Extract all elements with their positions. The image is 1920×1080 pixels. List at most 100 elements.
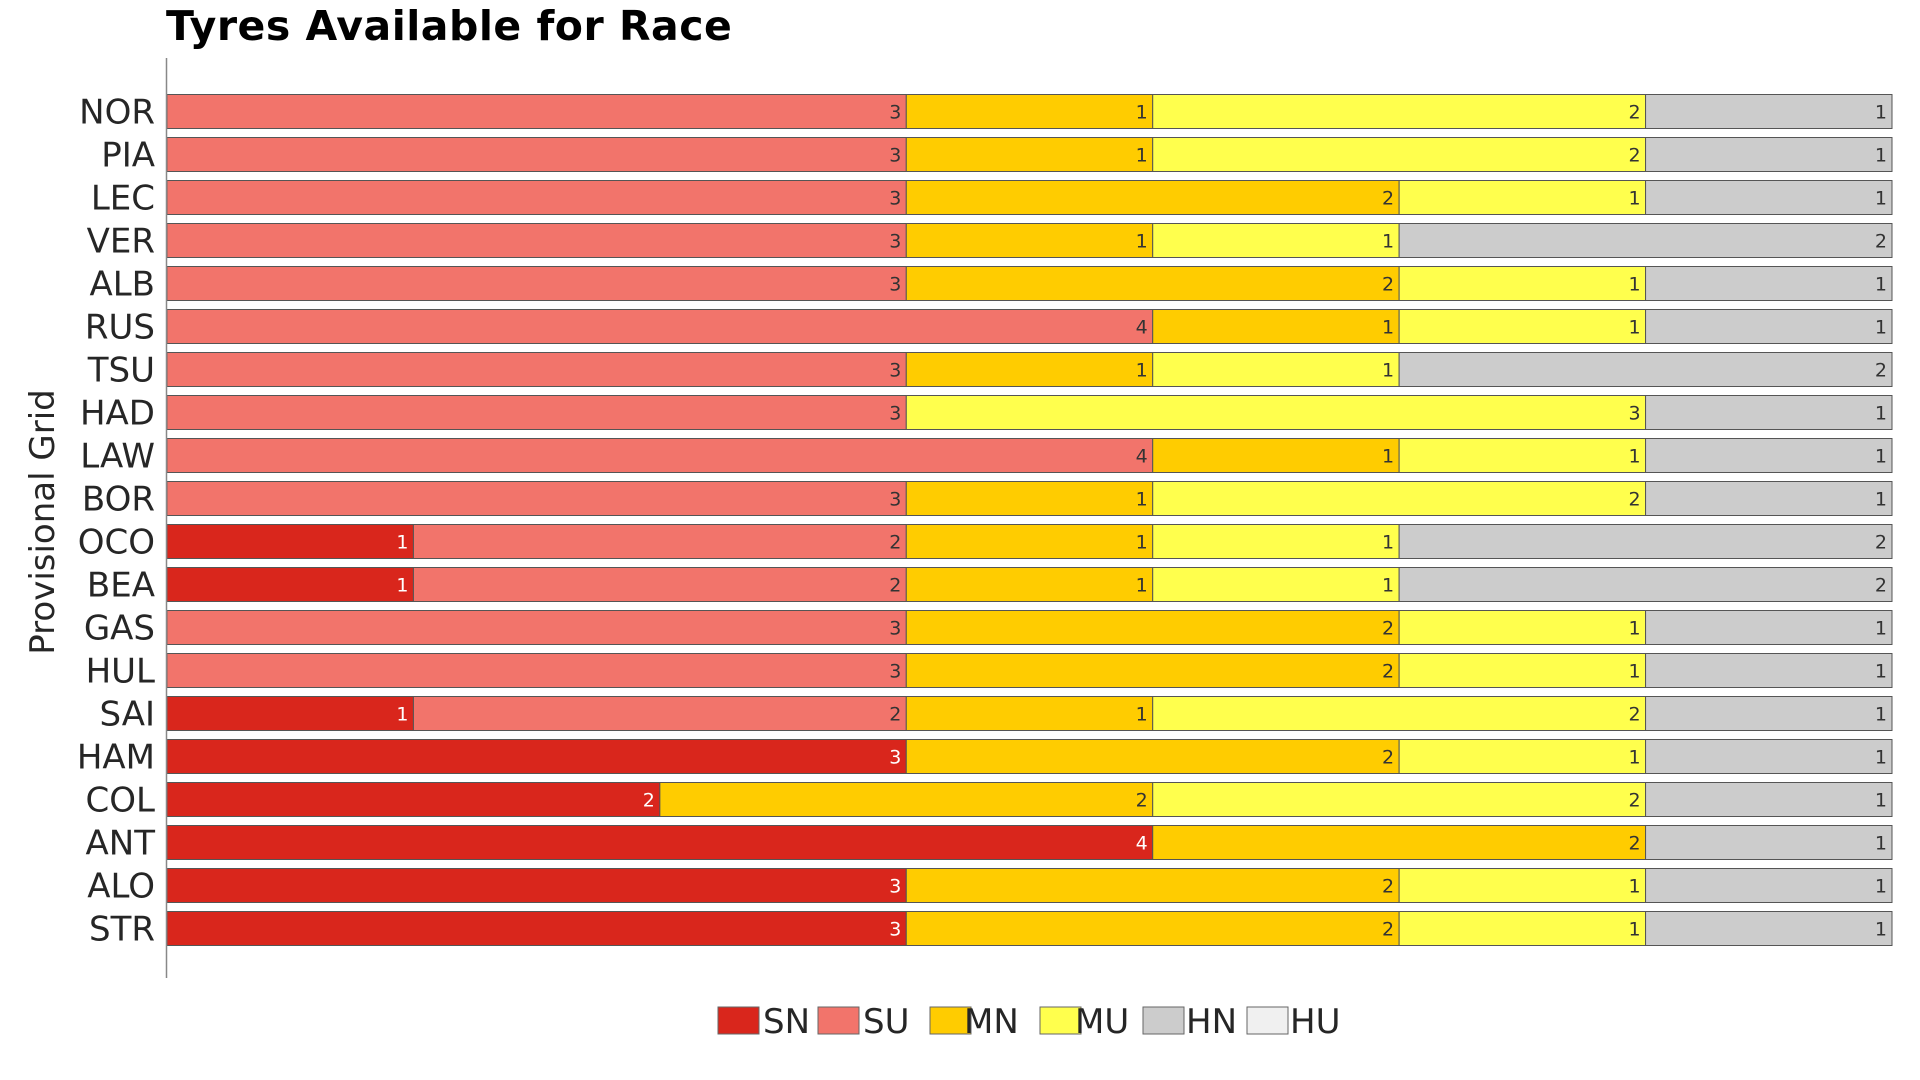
driver-label-ver: VER — [87, 222, 155, 262]
bar-segment-sai-hn — [1645, 696, 1893, 731]
driver-label-hul: HUL — [86, 652, 155, 692]
bar-segment-had-mu — [905, 395, 1647, 430]
segment-value-label: 2 — [643, 790, 655, 812]
driver-label-law: LAW — [80, 437, 155, 477]
segment-value-label: 1 — [1136, 102, 1148, 124]
segment-value-label: 1 — [1136, 532, 1148, 554]
segment-value-label: 3 — [889, 747, 901, 769]
bar-segment-oco-hn — [1398, 524, 1893, 559]
segment-value-label: 2 — [1382, 661, 1394, 683]
bar-segment-ant-sn — [166, 825, 1154, 860]
segment-value-label: 2 — [889, 532, 901, 554]
segment-value-label: 3 — [889, 919, 901, 941]
bar-segment-bea-su — [412, 567, 907, 602]
bar-segment-bea-mn — [905, 567, 1154, 602]
segment-value-label: 1 — [1628, 274, 1640, 296]
bar-segment-gas-mn — [905, 610, 1400, 645]
segment-value-label: 1 — [1136, 704, 1148, 726]
bar-segment-alb-hn — [1645, 266, 1893, 301]
segment-value-label: 1 — [1136, 575, 1148, 597]
segment-value-label: 1 — [396, 575, 408, 597]
legend-label-sn: SN — [763, 1002, 810, 1042]
bar-segment-bea-hn — [1398, 567, 1893, 602]
segment-value-label: 2 — [1382, 188, 1394, 210]
legend: SN SU MN MU HN HU — [717, 1002, 1340, 1042]
segment-value-label: 1 — [1875, 876, 1887, 898]
bar-segment-law-hn — [1645, 438, 1893, 473]
bar-segment-alo-sn — [166, 868, 907, 903]
bar-segment-ant-mn — [1152, 825, 1647, 860]
y-axis-label: Provisional Grid — [23, 389, 63, 654]
bar-segment-had-hn — [1645, 395, 1893, 430]
segment-value-label: 2 — [1382, 618, 1394, 640]
bar-segment-pia-mu — [1152, 137, 1647, 172]
segment-value-label: 1 — [1628, 188, 1640, 210]
legend-swatch-mu — [1039, 1006, 1082, 1035]
bar-segment-had-su — [166, 395, 907, 430]
bar-segment-ant-hn — [1645, 825, 1893, 860]
bar-segment-hul-mn — [905, 653, 1400, 688]
driver-label-str: STR — [89, 910, 155, 950]
segment-value-label: 1 — [396, 704, 408, 726]
bar-segment-sai-sn — [166, 696, 414, 731]
segment-value-label: 2 — [1628, 489, 1640, 511]
driver-label-ham: HAM — [77, 738, 155, 778]
bar-segment-law-mu — [1398, 438, 1647, 473]
bar-segment-bor-mu — [1152, 481, 1647, 516]
bar-segment-ver-su — [166, 223, 907, 258]
driver-label-tsu: TSU — [87, 351, 155, 391]
segment-value-label: 1 — [1875, 403, 1887, 425]
bar-segment-pia-su — [166, 137, 907, 172]
segment-value-label: 2 — [1628, 790, 1640, 812]
segment-value-label: 4 — [1136, 833, 1148, 855]
segment-value-label: 3 — [889, 876, 901, 898]
segment-value-label: 3 — [1628, 403, 1640, 425]
bar-segment-nor-mu — [1152, 94, 1647, 129]
segment-value-label: 1 — [1875, 704, 1887, 726]
segment-value-label: 3 — [889, 231, 901, 253]
segment-value-label: 3 — [889, 102, 901, 124]
segment-value-label: 1 — [1136, 231, 1148, 253]
segment-value-label: 2 — [889, 704, 901, 726]
bar-segment-alo-hn — [1645, 868, 1893, 903]
bar-segment-oco-mu — [1152, 524, 1400, 559]
legend-swatch-sn — [717, 1006, 760, 1035]
bar-segment-ham-mn — [905, 739, 1400, 774]
segment-value-label: 2 — [1382, 747, 1394, 769]
segment-value-label: 1 — [1875, 446, 1887, 468]
segment-value-label: 3 — [889, 403, 901, 425]
segment-value-label: 1 — [1875, 919, 1887, 941]
bar-segment-bor-su — [166, 481, 907, 516]
bar-segment-nor-mn — [905, 94, 1154, 129]
bar-segment-sai-mu — [1152, 696, 1647, 731]
segment-value-label: 3 — [889, 274, 901, 296]
bar-segment-nor-su — [166, 94, 907, 129]
bar-segment-ver-mu — [1152, 223, 1400, 258]
bar-segment-rus-mn — [1152, 309, 1400, 344]
segment-value-label: 1 — [1382, 360, 1394, 382]
bar-segment-alo-mn — [905, 868, 1400, 903]
bar-segment-lec-mu — [1398, 180, 1647, 215]
bar-segment-alb-mn — [905, 266, 1400, 301]
legend-item-hu: HU — [1246, 1002, 1340, 1042]
driver-label-bea: BEA — [87, 566, 155, 606]
driver-label-gas: GAS — [84, 609, 155, 649]
segment-value-label: 2 — [1628, 704, 1640, 726]
legend-label-mn: MN — [964, 1002, 1019, 1042]
driver-label-alb: ALB — [89, 265, 155, 305]
bar-segment-ham-mu — [1398, 739, 1647, 774]
segment-value-label: 1 — [1628, 661, 1640, 683]
bar-segment-str-sn — [166, 911, 907, 946]
segment-value-label: 2 — [1382, 274, 1394, 296]
bar-segment-nor-hn — [1645, 94, 1893, 129]
segment-value-label: 2 — [1875, 575, 1887, 597]
legend-item-mu: MU — [1039, 1002, 1129, 1042]
driver-label-pia: PIA — [101, 136, 155, 176]
bar-segment-gas-hn — [1645, 610, 1893, 645]
segment-value-label: 1 — [1628, 747, 1640, 769]
segment-value-label: 2 — [1136, 790, 1148, 812]
segment-value-label: 1 — [396, 532, 408, 554]
segment-value-label: 1 — [1136, 145, 1148, 167]
legend-label-hu: HU — [1290, 1002, 1340, 1042]
segment-value-label: 1 — [1382, 575, 1394, 597]
